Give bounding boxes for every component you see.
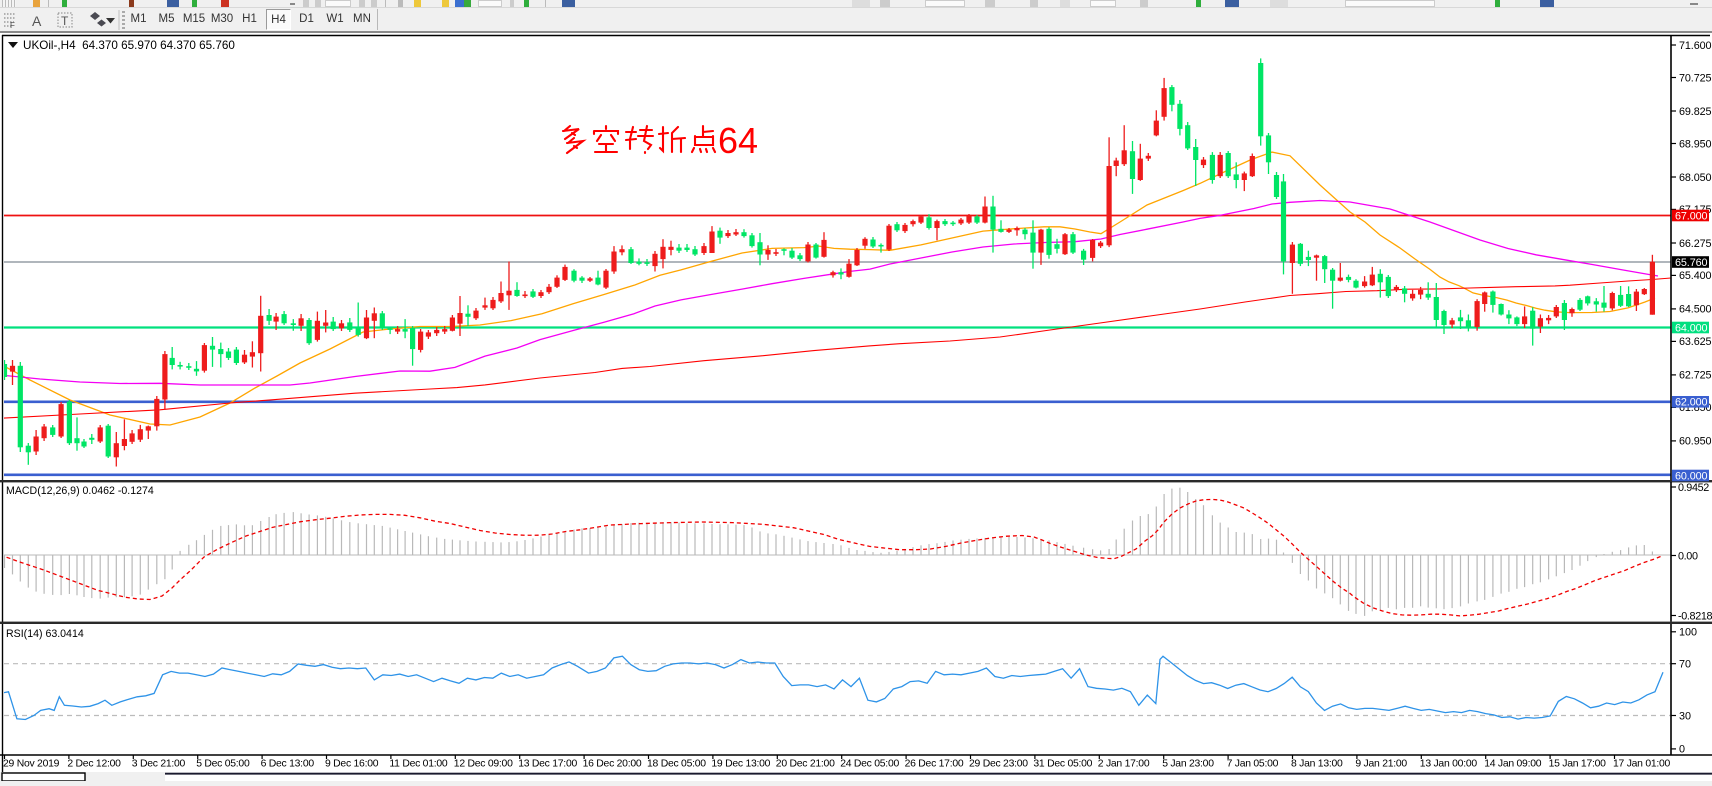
svg-text:17 Jan 01:00: 17 Jan 01:00: [1613, 759, 1671, 770]
svg-text:0: 0: [1679, 744, 1685, 756]
svg-text:15 Jan 17:00: 15 Jan 17:00: [1549, 759, 1607, 770]
svg-text:66.275: 66.275: [1679, 238, 1712, 250]
svg-text:6 Dec 13:00: 6 Dec 13:00: [261, 759, 315, 770]
svg-text:-0.8218: -0.8218: [1678, 610, 1712, 622]
svg-text:11 Dec 01:00: 11 Dec 01:00: [389, 759, 448, 770]
svg-text:70: 70: [1679, 659, 1691, 671]
svg-text:30: 30: [1679, 710, 1691, 722]
svg-text:RSI(14) 63.0414: RSI(14) 63.0414: [6, 628, 84, 640]
svg-text:2 Jan 17:00: 2 Jan 17:00: [1098, 759, 1150, 770]
svg-text:20 Dec 21:00: 20 Dec 21:00: [776, 759, 835, 770]
svg-text:29 Dec 23:00: 29 Dec 23:00: [969, 759, 1028, 770]
svg-text:60.000: 60.000: [1675, 470, 1708, 482]
svg-text:UKOil-,H4 64.370 65.970 64.37: UKOil-,H4 64.370 65.970 64.370 65.760: [23, 39, 235, 52]
svg-text:16 Dec 20:00: 16 Dec 20:00: [583, 759, 642, 770]
svg-text:65.400: 65.400: [1679, 270, 1712, 282]
svg-text:19 Dec 13:00: 19 Dec 13:00: [711, 759, 770, 770]
svg-text:T: T: [61, 14, 69, 28]
svg-text:62.000: 62.000: [1675, 397, 1708, 409]
svg-text:65.760: 65.760: [1675, 257, 1708, 269]
svg-text:2 Dec 12:00: 2 Dec 12:00: [67, 759, 121, 770]
svg-text:MACD(12,26,9) 0.0462 -0.1274: MACD(12,26,9) 0.0462 -0.1274: [6, 485, 154, 497]
svg-text:12 Dec 09:00: 12 Dec 09:00: [454, 759, 513, 770]
svg-text:100: 100: [1679, 627, 1697, 639]
svg-text:68.950: 68.950: [1679, 138, 1712, 150]
svg-text:64: 64: [718, 120, 758, 161]
svg-text:F: F: [10, 21, 15, 30]
svg-text:24 Dec 05:00: 24 Dec 05:00: [840, 759, 899, 770]
svg-text:60.950: 60.950: [1679, 436, 1712, 448]
svg-text:26 Dec 17:00: 26 Dec 17:00: [905, 759, 964, 770]
svg-text:18 Dec 05:00: 18 Dec 05:00: [647, 759, 706, 770]
svg-text:68.050: 68.050: [1679, 172, 1712, 184]
svg-text:0.00: 0.00: [1678, 550, 1698, 562]
svg-text:14 Jan 09:00: 14 Jan 09:00: [1484, 759, 1542, 770]
svg-text:5 Jan 23:00: 5 Jan 23:00: [1162, 759, 1214, 770]
svg-text:29 Nov 2019: 29 Nov 2019: [3, 759, 60, 770]
svg-text:31 Dec 05:00: 31 Dec 05:00: [1033, 759, 1092, 770]
svg-text:5 Dec 05:00: 5 Dec 05:00: [196, 759, 250, 770]
svg-text:64.000: 64.000: [1675, 322, 1708, 334]
svg-text:71.600: 71.600: [1679, 40, 1712, 52]
svg-text:9 Jan 21:00: 9 Jan 21:00: [1355, 759, 1407, 770]
svg-text:3 Dec 21:00: 3 Dec 21:00: [132, 759, 186, 770]
svg-text:13 Jan 00:00: 13 Jan 00:00: [1420, 759, 1478, 770]
svg-text:9 Dec 16:00: 9 Dec 16:00: [325, 759, 379, 770]
svg-text:69.825: 69.825: [1679, 106, 1712, 118]
svg-text:62.725: 62.725: [1679, 370, 1712, 382]
svg-text:63.625: 63.625: [1679, 336, 1712, 348]
svg-text:A: A: [32, 13, 42, 29]
svg-text:13 Dec 17:00: 13 Dec 17:00: [518, 759, 577, 770]
svg-text:67.000: 67.000: [1675, 210, 1708, 222]
svg-text:7 Jan 05:00: 7 Jan 05:00: [1227, 759, 1279, 770]
svg-text:70.725: 70.725: [1679, 72, 1712, 84]
svg-text:0.9452: 0.9452: [1678, 482, 1709, 494]
svg-text:8 Jan 13:00: 8 Jan 13:00: [1291, 759, 1343, 770]
svg-text:64.500: 64.500: [1679, 304, 1712, 316]
